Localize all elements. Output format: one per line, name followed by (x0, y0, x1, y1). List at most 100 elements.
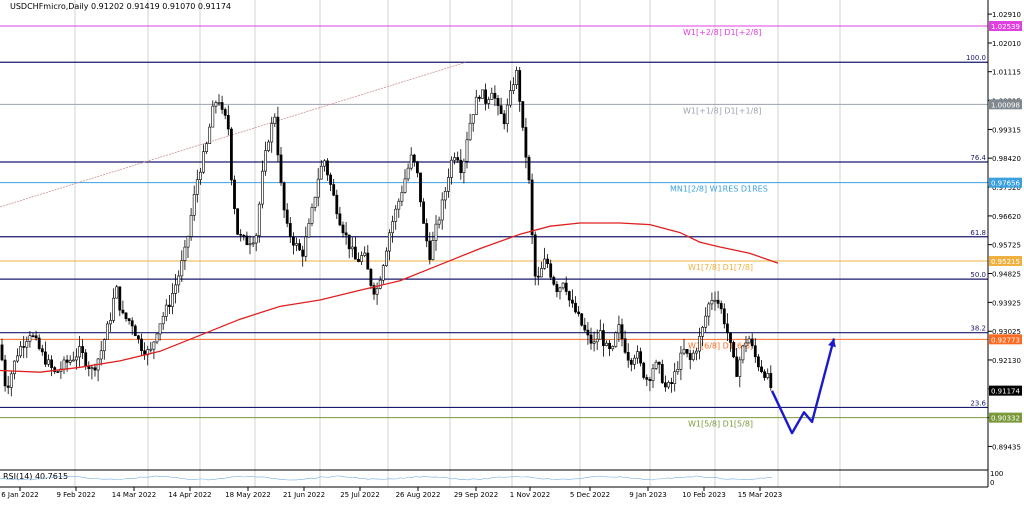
candle-body (623, 338, 627, 353)
candle-body (62, 359, 66, 370)
candle-body (567, 291, 571, 301)
candle-body (254, 235, 258, 244)
candle-body (685, 349, 689, 354)
price-tag: 1.02539 (991, 23, 1020, 31)
candle-body (673, 371, 677, 384)
candle-body (307, 222, 311, 238)
candles (0, 66, 773, 397)
candle-body (112, 297, 116, 321)
candle-body (226, 115, 230, 130)
candle-body (295, 243, 298, 246)
price-tag: 0.92773 (991, 336, 1020, 344)
y-tick-label: 0.99315 (992, 126, 1021, 134)
y-tick-label: 0.98420 (992, 155, 1021, 163)
candle-body (440, 199, 444, 221)
candle-body (174, 284, 178, 294)
candle-body (558, 287, 562, 293)
candle-body (617, 324, 621, 334)
candle-body (25, 341, 29, 348)
price-tag: 0.97656 (991, 180, 1020, 188)
frames (0, 0, 989, 488)
candle-body (291, 236, 295, 246)
candle-body (149, 348, 153, 351)
candle-body (68, 359, 72, 363)
candle-body (750, 338, 754, 347)
candle-body (614, 332, 618, 347)
candle-body (304, 236, 308, 257)
candle-body (127, 318, 131, 321)
candle-body (161, 316, 165, 325)
candle-body (462, 160, 466, 174)
candle-body (273, 116, 277, 124)
candle-body (465, 139, 469, 162)
candle-body (195, 179, 199, 195)
candle-body (499, 105, 503, 115)
projection-path (770, 338, 836, 435)
candle-body (406, 167, 410, 180)
price-tag-bg (989, 334, 1022, 345)
price-tag: 0.90332 (991, 415, 1020, 423)
candle-body (679, 352, 683, 370)
candle-body (313, 196, 317, 208)
candle-body (199, 171, 202, 180)
murrey-level-label: W1[7/8] D1[7/8] (688, 263, 753, 272)
candle-body (533, 234, 537, 277)
candle-body (93, 367, 97, 371)
candle-body (298, 243, 302, 251)
candle-body (341, 224, 345, 234)
moving-average-line (0, 222, 779, 373)
candle-body (753, 345, 757, 358)
candle-body (115, 286, 119, 299)
candle-body (0, 344, 4, 361)
murrey-level-label: W1[+2/8] D1[+2/8] (683, 28, 761, 37)
candle-body (71, 359, 75, 362)
candle-body (192, 194, 196, 216)
fib-level-label: 50.0 (970, 271, 986, 279)
candle-body (217, 102, 221, 104)
candle-body (276, 116, 280, 156)
candle-body (363, 252, 367, 256)
candle-body (239, 233, 243, 236)
candle-body (552, 276, 556, 285)
candle-body (437, 219, 441, 225)
candle-body (763, 371, 767, 378)
y-tick-label: 0.93025 (992, 328, 1021, 336)
candle-body (425, 223, 429, 242)
x-tick-label: 9 Feb 2022 (56, 491, 95, 499)
candle-body (152, 341, 156, 350)
candle-body (446, 177, 450, 192)
candle-body (56, 371, 60, 373)
candle-body (301, 249, 305, 257)
candle-body (419, 172, 422, 203)
candle-body (608, 342, 612, 350)
moving-average-layer (0, 222, 779, 373)
candle-body (366, 252, 370, 270)
candle-body (474, 96, 478, 115)
candle-body (719, 303, 723, 310)
price-tag-bg (989, 177, 1022, 188)
candle-body (257, 203, 261, 236)
y-tick-label: 0.89435 (992, 443, 1021, 451)
candle-body (260, 170, 264, 205)
candle-body (632, 357, 636, 365)
price-tag: 1.00098 (991, 101, 1020, 109)
candle-body (505, 104, 509, 125)
rsi-line (0, 475, 773, 481)
candle-body (375, 288, 379, 295)
candle-body (90, 367, 94, 370)
candle-body (691, 352, 695, 360)
candle-body (242, 234, 246, 237)
candle-body (471, 114, 475, 124)
candle-body (620, 324, 624, 340)
candle-body (279, 154, 283, 184)
candle-body (741, 345, 745, 361)
fib-level-label: 38.2 (970, 325, 986, 333)
level-lines: W1[+2/8] D1[+2/8] 100.0 W1[+1/8] D1[+1/8] 7… (0, 25, 988, 429)
candle-body (629, 359, 633, 365)
candle-body (369, 268, 373, 286)
candle-body (487, 99, 491, 104)
candle-body (288, 223, 292, 237)
candle-body (400, 192, 404, 202)
chart-header: USDCHFmicro,Daily 0.91202 0.91419 0.9107… (10, 2, 231, 11)
candle-body (642, 362, 646, 378)
